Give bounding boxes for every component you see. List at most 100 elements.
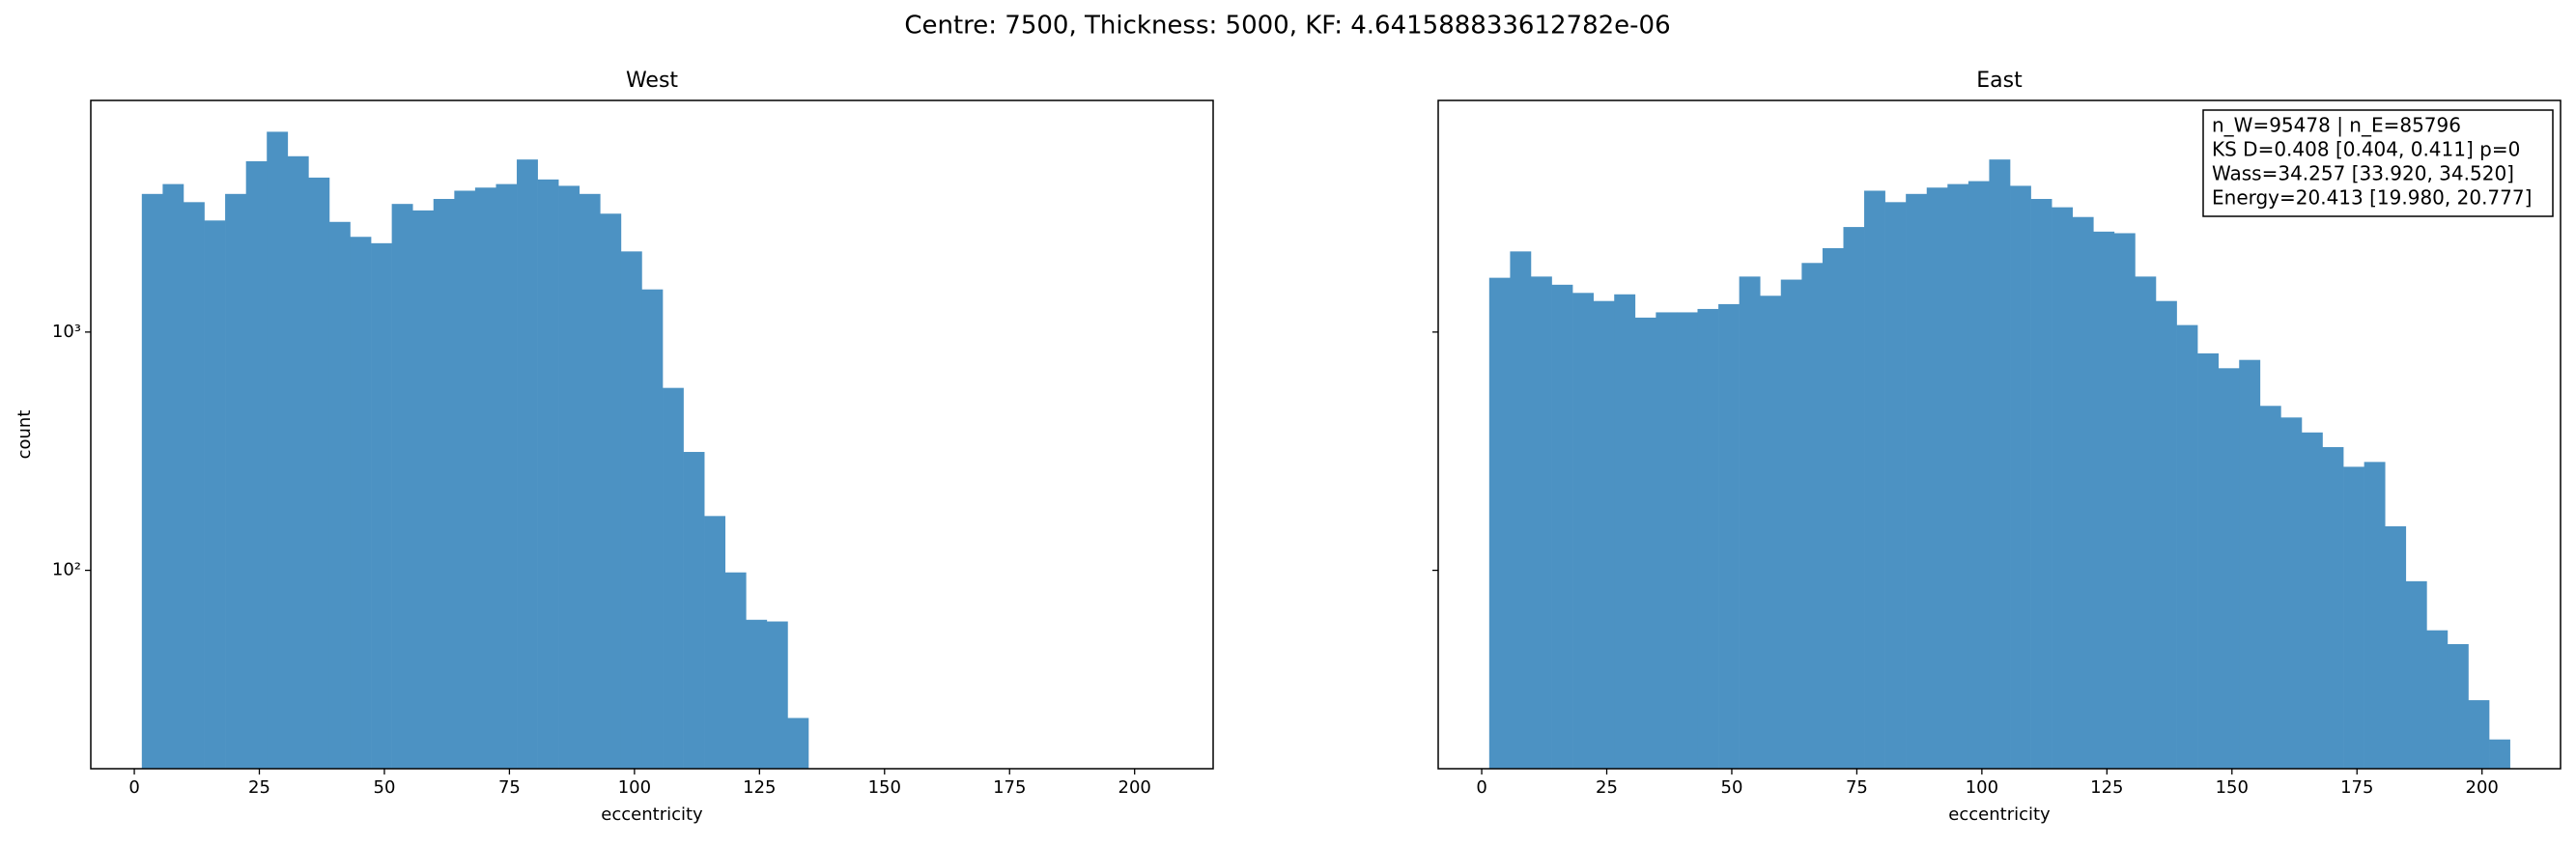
- bar: [1488, 277, 1511, 769]
- bar: [1697, 308, 1719, 769]
- bar: [371, 242, 392, 769]
- bar: [1510, 251, 1532, 769]
- bar: [2426, 630, 2449, 769]
- bar: [2218, 368, 2240, 769]
- bar: [204, 220, 226, 770]
- bar: [2239, 359, 2261, 769]
- bar: [537, 179, 559, 769]
- bars: [141, 131, 809, 770]
- bar: [2280, 417, 2303, 769]
- bar: [2197, 352, 2220, 769]
- bar: [1718, 303, 1740, 769]
- bar: [2176, 324, 2198, 769]
- bar: [308, 177, 330, 769]
- bar: [1530, 276, 1552, 769]
- bar: [141, 193, 163, 769]
- x-tick-label: 150: [2216, 777, 2249, 798]
- bar: [1739, 276, 1761, 769]
- y-tick-label: 10³: [52, 322, 81, 342]
- bar: [2155, 300, 2177, 769]
- bar: [287, 155, 309, 769]
- x-tick-label: 200: [2466, 777, 2499, 798]
- bar: [1551, 284, 1573, 769]
- bar: [2301, 432, 2323, 769]
- bar: [2405, 580, 2427, 769]
- x-tick-label: 0: [1476, 777, 1486, 798]
- bar: [495, 183, 518, 769]
- x-tick-label: 100: [618, 777, 651, 798]
- bar: [2030, 199, 2052, 769]
- bar: [2010, 185, 2031, 769]
- bar: [746, 619, 768, 769]
- bar: [162, 183, 184, 769]
- x-axis-label: eccentricity: [1948, 804, 2051, 825]
- x-tick-label: 25: [1596, 777, 1618, 798]
- annotation-line: KS D=0.408 [0.404, 0.411] p=0: [2212, 138, 2520, 161]
- bar: [474, 187, 496, 769]
- bar: [1780, 279, 1802, 769]
- x-tick-label: 100: [1966, 777, 1998, 798]
- bar: [1760, 296, 1782, 769]
- bar: [1656, 312, 1678, 769]
- bar: [245, 161, 268, 770]
- bar: [391, 204, 413, 769]
- bar: [2343, 466, 2364, 769]
- bars: [1488, 159, 2510, 770]
- bar: [1947, 183, 1969, 769]
- bar: [2113, 233, 2136, 770]
- bar: [1801, 263, 1824, 770]
- bar: [412, 210, 435, 769]
- bar: [787, 718, 809, 769]
- bar: [1884, 202, 1907, 770]
- bar: [683, 451, 705, 769]
- bar: [579, 193, 601, 769]
- bar: [2135, 276, 2157, 769]
- x-tick-label: 50: [374, 777, 396, 798]
- bar: [766, 621, 788, 769]
- axes-title: East: [1976, 69, 2023, 93]
- bar: [1572, 293, 1594, 769]
- x-tick-label: 50: [1721, 777, 1743, 798]
- bar: [641, 289, 664, 769]
- bar: [1967, 181, 1990, 770]
- bar: [433, 199, 455, 769]
- x-tick-label: 125: [743, 777, 776, 798]
- figure-title: Centre: 7500, Thickness: 5000, KF: 4.641…: [904, 12, 1670, 41]
- x-tick-label: 125: [2090, 777, 2123, 798]
- x-tick-label: 0: [128, 777, 139, 798]
- bar: [1926, 187, 1948, 769]
- x-tick-label: 75: [1846, 777, 1868, 798]
- bar: [1906, 193, 1928, 769]
- bar: [2489, 739, 2510, 769]
- bar: [454, 190, 476, 769]
- bar: [663, 387, 684, 769]
- bar: [1864, 190, 1885, 769]
- bar: [350, 237, 372, 770]
- bar: [225, 193, 246, 769]
- bar: [2468, 700, 2490, 769]
- bar: [600, 213, 622, 769]
- bar: [1634, 317, 1656, 769]
- bar: [2052, 207, 2074, 769]
- y-axis-label: count: [14, 410, 35, 460]
- bar: [2385, 526, 2407, 769]
- x-tick-label: 150: [868, 777, 901, 798]
- bar: [183, 202, 205, 770]
- bar: [328, 221, 351, 770]
- axes-frame: [90, 99, 1214, 770]
- annotation-line: Energy=20.413 [19.980, 20.777]: [2212, 186, 2532, 210]
- annotation-line: n_W=95478 | n_E=85796: [2212, 114, 2461, 137]
- bar: [1614, 294, 1636, 769]
- bar: [1989, 159, 2011, 770]
- bar: [2322, 446, 2344, 769]
- bar: [517, 159, 538, 770]
- bar: [267, 131, 289, 769]
- bar: [2072, 216, 2094, 770]
- bar: [558, 185, 580, 769]
- annotation-frame: [2202, 109, 2554, 217]
- axes-title: West: [626, 69, 678, 93]
- bar: [2447, 643, 2469, 769]
- bar: [2364, 462, 2386, 769]
